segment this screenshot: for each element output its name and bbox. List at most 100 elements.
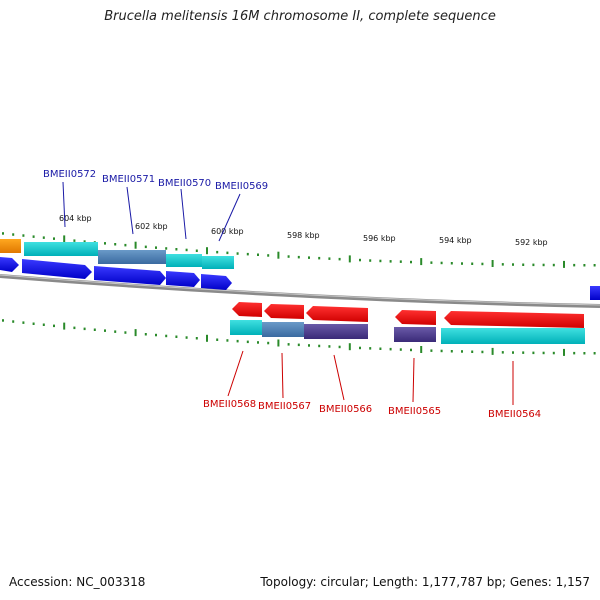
major-tick (420, 258, 423, 266)
minor-tick (22, 234, 25, 237)
gene-label-BMEII0564[interactable]: BMEII0564 (488, 409, 541, 420)
minor-tick (481, 350, 484, 354)
minor-tick (522, 351, 525, 354)
minor-tick (593, 352, 596, 355)
minor-tick (226, 251, 229, 255)
minor-tick (165, 247, 168, 250)
minor-tick (144, 245, 147, 249)
minor-tick (12, 320, 15, 323)
minor-tick (216, 250, 219, 254)
gene-arrow-reverse[interactable] (264, 304, 304, 319)
minor-tick (93, 328, 96, 331)
cds-band[interactable] (24, 242, 98, 256)
gene-arrow-reverse[interactable] (232, 302, 262, 317)
minor-tick (552, 351, 555, 355)
major-tick (420, 346, 423, 353)
minor-tick (328, 257, 331, 260)
gene-arrow-forward[interactable] (0, 257, 19, 272)
minor-tick (155, 333, 157, 337)
minor-tick (542, 351, 545, 355)
gene-label-BMEII0565[interactable]: BMEII0565 (388, 406, 441, 417)
gene-arrow-forward[interactable] (590, 286, 600, 300)
minor-tick (440, 349, 443, 353)
cds-band[interactable] (230, 320, 262, 335)
cds-band[interactable] (166, 254, 202, 267)
minor-tick (369, 347, 372, 350)
minor-tick (73, 239, 76, 242)
major-tick (63, 322, 66, 330)
major-tick (491, 347, 494, 355)
accession-label: Accession: NC_003318 (9, 575, 146, 589)
major-tick (348, 343, 351, 351)
minor-tick (512, 351, 514, 354)
minor-tick (185, 336, 188, 339)
minor-tick (410, 348, 412, 352)
minor-tick (53, 237, 55, 240)
cds-band[interactable] (98, 250, 166, 264)
minor-tick (2, 232, 4, 235)
gene-arrow-forward[interactable] (94, 266, 166, 285)
gene-arrow-forward[interactable] (166, 271, 200, 287)
gene-arrow-reverse[interactable] (444, 311, 584, 328)
minor-tick (287, 255, 290, 258)
major-tick (63, 235, 66, 243)
minor-tick (369, 259, 372, 262)
minor-tick (2, 319, 4, 322)
minor-tick (359, 258, 361, 262)
minor-tick (461, 350, 463, 353)
gene-label-BMEII0567[interactable]: BMEII0567 (258, 401, 311, 412)
minor-tick (83, 240, 86, 243)
minor-tick (430, 349, 433, 352)
minor-tick (389, 260, 392, 263)
minor-tick (359, 346, 361, 350)
orange-feature[interactable] (0, 239, 21, 253)
minor-tick (42, 323, 45, 326)
major-tick (206, 334, 208, 342)
minor-tick (42, 236, 45, 239)
gene-label-BMEII0572[interactable]: BMEII0572 (43, 169, 96, 180)
cds-band[interactable] (304, 324, 368, 339)
minor-tick (501, 351, 504, 354)
gene-arrow-forward[interactable] (22, 259, 92, 279)
major-tick (348, 255, 351, 263)
genome-summary: Topology: circular; Length: 1,177,787 bp… (260, 575, 590, 589)
minor-tick (73, 326, 76, 330)
gene-arrow-reverse[interactable] (306, 306, 368, 322)
minor-tick (583, 264, 586, 267)
minor-tick (389, 347, 392, 351)
minor-tick (226, 339, 229, 342)
gene-leader-line (281, 352, 284, 399)
minor-tick (195, 337, 198, 340)
minor-tick (471, 262, 474, 265)
cds-band[interactable] (262, 322, 304, 337)
minor-tick (53, 324, 55, 328)
minor-tick (144, 333, 147, 336)
minor-tick (236, 252, 239, 255)
gene-arrow-forward[interactable] (201, 274, 232, 290)
gene-label-BMEII0569[interactable]: BMEII0569 (215, 181, 268, 192)
minor-tick (175, 248, 178, 251)
gene-label-BMEII0570[interactable]: BMEII0570 (158, 178, 211, 189)
minor-tick (593, 264, 596, 267)
cds-band[interactable] (441, 328, 585, 344)
gene-label-BMEII0571[interactable]: BMEII0571 (102, 174, 155, 185)
tick-row-top (2, 232, 596, 268)
minor-tick (257, 253, 259, 256)
minor-tick (573, 351, 576, 355)
cds-band[interactable] (202, 256, 234, 269)
major-tick (277, 339, 280, 347)
minor-tick (124, 243, 127, 247)
minor-tick (257, 341, 259, 344)
gene-label-BMEII0568[interactable]: BMEII0568 (203, 399, 256, 410)
minor-tick (450, 262, 453, 265)
cds-band[interactable] (394, 327, 436, 342)
minor-tick (297, 343, 300, 347)
gene-label-BMEII0566[interactable]: BMEII0566 (319, 404, 372, 415)
gene-arrow-reverse[interactable] (395, 310, 436, 325)
chromosome-backbone-highlight (0, 274, 600, 306)
minor-tick (573, 263, 576, 267)
minor-tick (308, 344, 310, 347)
chromosome-backbone (0, 274, 600, 308)
minor-tick (267, 254, 270, 257)
minor-tick (83, 327, 86, 331)
